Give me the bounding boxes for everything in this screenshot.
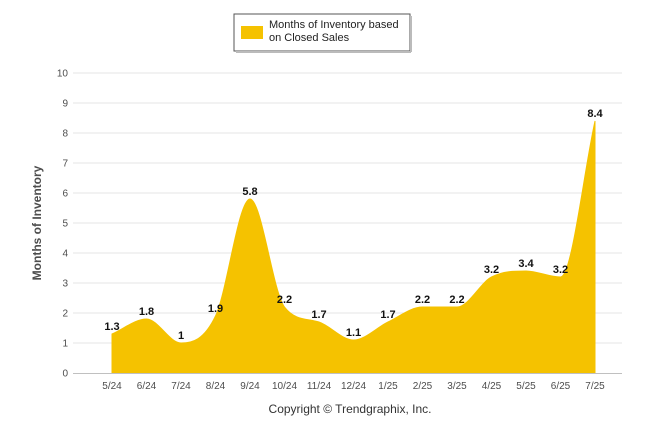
x-tick-label: 6/24 xyxy=(137,381,157,392)
copyright-footer: Copyright © Trendgraphix, Inc. xyxy=(269,402,432,416)
data-label: 1.1 xyxy=(346,327,361,339)
y-tick-label: 6 xyxy=(62,189,68,200)
data-label: 5.8 xyxy=(242,186,257,198)
legend-label-line2: on Closed Sales xyxy=(269,32,350,44)
y-tick-label: 8 xyxy=(62,129,68,140)
legend-swatch xyxy=(241,26,263,39)
data-labels: 1.3 1.8 1 1.9 5.8 2.2 1.7 1.1 1.7 2.2 2.2 3.2 3.4 3.2… xyxy=(104,108,603,342)
x-tick-label: 5/24 xyxy=(102,381,122,392)
data-label: 3.2 xyxy=(553,264,568,276)
y-tick-label: 9 xyxy=(62,99,68,110)
y-tick-label: 0 xyxy=(62,369,68,380)
data-label: 2.2 xyxy=(415,294,430,306)
x-tick-label: 8/24 xyxy=(206,381,226,392)
x-tick-label: 6/25 xyxy=(551,381,571,392)
data-label: 2.2 xyxy=(277,294,292,306)
legend-box xyxy=(233,13,411,52)
y-tick-label: 3 xyxy=(62,279,68,290)
data-label: 8.4 xyxy=(587,108,603,120)
y-axis-title: Months of Inventory xyxy=(30,165,44,280)
gridlines xyxy=(73,72,622,344)
y-tick-label: 5 xyxy=(62,219,68,230)
x-tick-label: 9/24 xyxy=(240,381,260,392)
y-tick-labels: 0 1 2 3 4 5 6 7 8 9 10 xyxy=(57,69,69,380)
x-tick-label: 7/24 xyxy=(171,381,191,392)
legend: Months of Inventory based on Closed Sale… xyxy=(233,13,412,53)
data-label: 1.3 xyxy=(104,321,119,333)
x-tick-label: 2/25 xyxy=(413,381,433,392)
y-tick-label: 2 xyxy=(62,309,68,320)
x-tick-label: 5/25 xyxy=(516,381,536,392)
x-tick-label: 4/25 xyxy=(482,381,502,392)
data-label: 3.2 xyxy=(484,264,499,276)
x-tick-label: 10/24 xyxy=(272,381,297,392)
data-label: 1.8 xyxy=(139,306,154,318)
data-label: 2.2 xyxy=(449,294,464,306)
y-tick-label: 10 xyxy=(57,69,69,80)
x-tick-label: 11/24 xyxy=(307,381,332,392)
x-tick-label: 1/25 xyxy=(378,381,398,392)
y-tick-label: 1 xyxy=(62,339,68,350)
x-tick-labels: 5/24 6/24 7/24 8/24 9/24 10/24 11/24 12/24 1/25 2… xyxy=(102,381,605,392)
data-label: 3.4 xyxy=(518,258,534,270)
data-label: 1.7 xyxy=(311,309,326,321)
x-tick-label: 7/25 xyxy=(585,381,605,392)
data-label: 1.9 xyxy=(208,303,223,315)
legend-label-line1: Months of Inventory based xyxy=(269,19,399,31)
data-label: 1 xyxy=(178,330,184,342)
inventory-area xyxy=(111,120,596,374)
x-tick-label: 12/24 xyxy=(341,381,366,392)
y-tick-label: 4 xyxy=(62,249,68,260)
x-tick-label: 3/25 xyxy=(447,381,467,392)
y-tick-label: 7 xyxy=(62,159,68,170)
data-label: 1.7 xyxy=(380,309,395,321)
